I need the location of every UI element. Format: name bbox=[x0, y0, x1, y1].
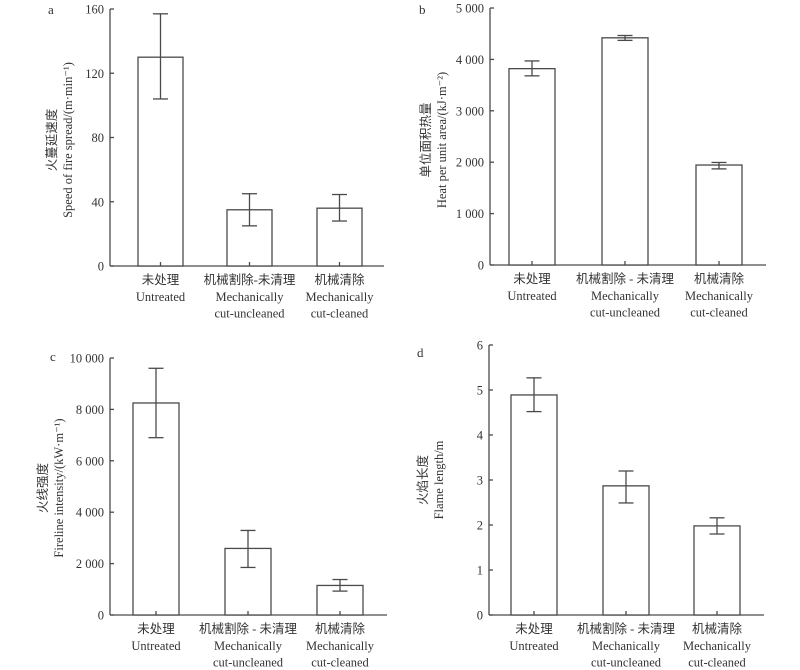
y-tick-label: 0 bbox=[477, 609, 483, 623]
y-axis-title-cn: 火线强度 bbox=[35, 463, 50, 514]
bar bbox=[601, 37, 649, 266]
x-tick-label-en: cut-uncleaned bbox=[591, 656, 662, 670]
x-tick-label-en: cut-uncleaned bbox=[590, 306, 661, 320]
bar bbox=[508, 68, 556, 266]
x-tick-label-en: Mechanically bbox=[306, 639, 375, 653]
x-tick-label-en: Untreated bbox=[507, 289, 557, 303]
bar bbox=[510, 394, 558, 616]
y-tick-label: 0 bbox=[98, 609, 104, 623]
x-tick-label-en: Mechanically bbox=[591, 289, 660, 303]
y-axis-title-en: Flame length/m bbox=[432, 440, 446, 519]
y-tick-label: 1 bbox=[477, 564, 483, 578]
y-tick-label: 1 000 bbox=[456, 207, 484, 221]
y-axis-title-cn: 火蔓延速度 bbox=[44, 108, 59, 171]
y-tick-label: 5 000 bbox=[456, 2, 484, 16]
panel-letter: c bbox=[50, 349, 56, 364]
y-tick-label: 120 bbox=[85, 67, 104, 81]
x-tick-label-cn: 机械割除 - 未清理 bbox=[576, 271, 674, 286]
x-tick-label-cn: 机械割除-未清理 bbox=[204, 272, 296, 287]
y-axis-title: 火线强度 Fireline intensity/(kW·m⁻¹) bbox=[35, 418, 66, 557]
x-tick-label-en: Mechanically bbox=[214, 639, 283, 653]
y-tick-label: 160 bbox=[85, 3, 104, 17]
y-tick-label: 40 bbox=[92, 195, 105, 209]
x-tick-label-cn: 未处理 bbox=[142, 273, 180, 287]
y-tick-label: 4 000 bbox=[76, 506, 104, 520]
y-tick-label: 5 bbox=[477, 384, 483, 398]
panel-letter: d bbox=[417, 345, 424, 360]
x-tick-label-en: cut-cleaned bbox=[311, 656, 369, 670]
y-tick-label: 80 bbox=[92, 131, 105, 145]
y-axis-title-en: Heat per unit area/(kJ·m⁻²) bbox=[435, 72, 449, 208]
y-tick-label: 6 000 bbox=[76, 454, 104, 468]
x-tick-label-cn: 机械清除 bbox=[692, 621, 743, 636]
x-tick-label-cn: 未处理 bbox=[515, 622, 553, 636]
x-tick-label-en: Mechanically bbox=[305, 290, 374, 304]
y-tick-label: 2 000 bbox=[456, 156, 484, 170]
y-tick-label: 10 000 bbox=[70, 352, 104, 366]
x-tick-label-en: cut-cleaned bbox=[690, 306, 748, 320]
panel-letter: a bbox=[48, 2, 54, 17]
y-axis-title: 火焰长度 Flame length/m bbox=[415, 440, 446, 519]
y-axis-title-en: Fireline intensity/(kW·m⁻¹) bbox=[52, 418, 66, 557]
x-tick-label-cn: 机械清除 bbox=[315, 621, 366, 636]
x-tick-label-cn: 未处理 bbox=[137, 622, 175, 636]
y-axis-title-cn: 单位面积热量 bbox=[418, 102, 433, 177]
y-tick-label: 4 000 bbox=[456, 53, 484, 67]
y-axis-title: 火蔓延速度 Speed of fire spread/(m·min⁻¹) bbox=[44, 62, 75, 218]
x-tick-label-en: cut-cleaned bbox=[311, 307, 369, 321]
bar bbox=[693, 525, 741, 616]
y-tick-label: 3 000 bbox=[456, 104, 484, 118]
y-tick-label: 8 000 bbox=[76, 403, 104, 417]
x-tick-label-en: Mechanically bbox=[592, 639, 661, 653]
x-tick-label-en: Mechanically bbox=[685, 289, 754, 303]
x-tick-label-en: Untreated bbox=[136, 290, 186, 304]
x-tick-label-en: cut-cleaned bbox=[688, 656, 746, 670]
y-tick-label: 3 bbox=[477, 474, 483, 488]
panel-a: a 0 40 80 120 160 火蔓延速度 Speed of fire spread/(m… bbox=[44, 2, 384, 321]
panel-c: c 0 2 000 4 000 6 000 8 000 10 000 火线强度 Fireline… bbox=[35, 349, 387, 670]
x-tick-label-en: Mechanically bbox=[215, 290, 284, 304]
y-tick-label: 4 bbox=[477, 429, 484, 443]
panel-d: d 0 1 2 3 4 5 6 火焰长度 Flame length/m 未处理 Untreated 机械… bbox=[415, 339, 764, 670]
x-tick-label-cn: 机械割除 - 未清理 bbox=[199, 621, 297, 636]
x-tick-label-cn: 未处理 bbox=[513, 272, 551, 286]
x-tick-label-cn: 机械清除 bbox=[314, 272, 365, 287]
x-tick-label-cn: 机械清除 bbox=[694, 271, 745, 286]
x-tick-label-cn: 机械割除 - 未清理 bbox=[577, 621, 675, 636]
y-tick-label: 0 bbox=[98, 260, 104, 274]
x-tick-label-en: Mechanically bbox=[683, 639, 752, 653]
y-tick-label: 2 000 bbox=[76, 557, 104, 571]
y-axis-title-en: Speed of fire spread/(m·min⁻¹) bbox=[61, 62, 75, 218]
x-tick-label-en: cut-uncleaned bbox=[213, 656, 284, 670]
panel-letter: b bbox=[419, 2, 426, 17]
y-tick-label: 2 bbox=[477, 519, 483, 533]
y-axis-title-cn: 火焰长度 bbox=[415, 455, 430, 506]
y-tick-label: 6 bbox=[477, 339, 483, 353]
x-tick-label-en: Untreated bbox=[131, 639, 181, 653]
x-tick-label-en: cut-uncleaned bbox=[214, 307, 285, 321]
x-tick-label-en: Untreated bbox=[509, 639, 559, 653]
panel-b: b 0 1 000 2 000 3 000 4 000 5 000 单位面积热量 Heat pe… bbox=[418, 2, 766, 320]
y-tick-label: 0 bbox=[478, 259, 484, 273]
bar bbox=[602, 485, 650, 616]
bar bbox=[695, 164, 743, 266]
y-axis-title: 单位面积热量 Heat per unit area/(kJ·m⁻²) bbox=[418, 72, 449, 208]
